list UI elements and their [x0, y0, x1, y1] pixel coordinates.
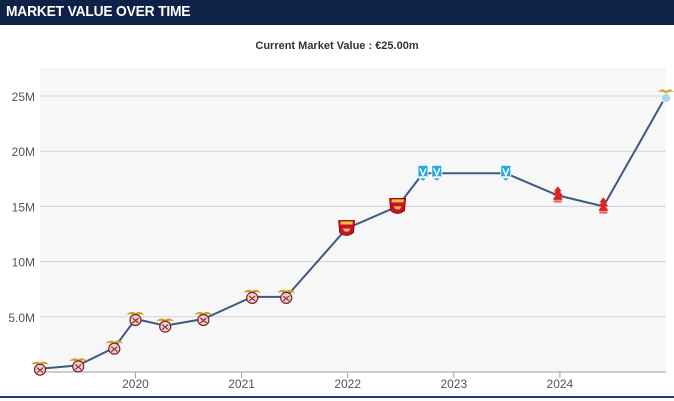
x-tick-label: 2020	[122, 377, 149, 391]
y-tick-label: 5.0M	[8, 311, 35, 325]
y-tick-label: 20M	[12, 145, 35, 159]
data-point-benfica-crest[interactable]	[31, 361, 49, 376]
y-tick-label: 15M	[12, 200, 35, 214]
plot-area	[40, 68, 666, 372]
data-point-arsenal-crest[interactable]	[389, 197, 407, 214]
data-point-arsenal-crest[interactable]	[338, 220, 356, 236]
bottom-divider	[0, 396, 674, 398]
data-point-benfica-crest[interactable]	[156, 318, 175, 333]
data-point-benfica-crest[interactable]	[105, 340, 124, 355]
data-point-nottingham-forest-crest[interactable]	[552, 186, 563, 203]
x-tick-label: 2024	[547, 377, 574, 391]
data-point-benfica-crest[interactable]	[126, 311, 145, 327]
chart-title: Current Market Value : €25.00m	[255, 40, 419, 52]
header-bar: MARKET VALUE OVER TIME	[0, 0, 674, 25]
x-tick-label: 2021	[228, 377, 255, 391]
data-point-marseille-crest[interactable]	[431, 164, 443, 182]
series-line	[39, 95, 667, 370]
data-point-marseille-crest[interactable]	[417, 164, 429, 182]
y-tick-label: 25M	[12, 90, 35, 104]
page-title: MARKET VALUE OVER TIME	[6, 3, 191, 20]
data-point-marseille-crest[interactable]	[500, 164, 512, 182]
x-tick-label: 2023	[440, 377, 467, 391]
data-point-benfica-crest[interactable]	[277, 289, 296, 304]
y-tick-label: 10M	[12, 256, 35, 270]
data-point-lazio-crest[interactable]	[658, 89, 674, 103]
data-point-benfica-crest[interactable]	[69, 358, 88, 373]
data-point-benfica-crest[interactable]	[243, 289, 262, 304]
data-point-benfica-crest[interactable]	[194, 311, 213, 327]
x-tick-label: 2022	[334, 377, 361, 391]
data-point-nottingham-forest-crest[interactable]	[598, 197, 609, 214]
